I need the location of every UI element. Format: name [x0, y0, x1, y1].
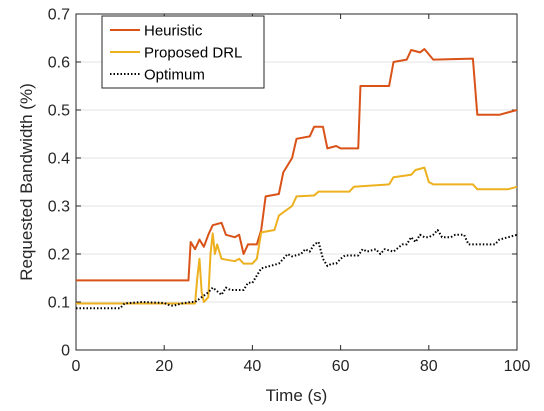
- x-tick-label: 40: [244, 358, 262, 375]
- y-tick-label: 0.4: [48, 151, 70, 168]
- y-tick-label: 0: [61, 343, 70, 360]
- axis-ticks: 0 0.1 0.2 0.3 0.4 0.5 0.6 0.7 0 20 40 60 80 100: [48, 7, 531, 376]
- legend-label-proposed-drl: Proposed DRL: [144, 45, 242, 62]
- legend-label-heuristic: Heuristic: [144, 23, 203, 40]
- x-tick-label: 60: [332, 358, 350, 375]
- x-tick-label: 0: [72, 358, 81, 375]
- series-line-proposed-drl: [76, 166, 518, 305]
- x-axis-title: Time (s): [266, 386, 328, 405]
- x-tick-label: 100: [504, 358, 531, 375]
- series-line-heuristic: [76, 48, 518, 282]
- y-tick-label: 0.5: [48, 103, 70, 120]
- y-tick-label: 0.3: [48, 199, 70, 216]
- series-lines: [76, 48, 518, 310]
- y-axis-title: Requested Bandwidth (%): [17, 83, 36, 281]
- x-tick-label: 20: [155, 358, 173, 375]
- y-tick-label: 0.7: [48, 7, 70, 24]
- y-tick-label: 0.6: [48, 55, 70, 72]
- y-tick-label: 0.2: [48, 247, 70, 264]
- series-line-optimum: [76, 229, 518, 310]
- y-tick-label: 0.1: [48, 295, 70, 312]
- x-tick-label: 80: [420, 358, 438, 375]
- legend: Heuristic Proposed DRL Optimum: [101, 15, 265, 89]
- grid: [76, 61, 517, 303]
- legend-label-optimum: Optimum: [144, 67, 205, 84]
- plot-area-border: [75, 13, 518, 351]
